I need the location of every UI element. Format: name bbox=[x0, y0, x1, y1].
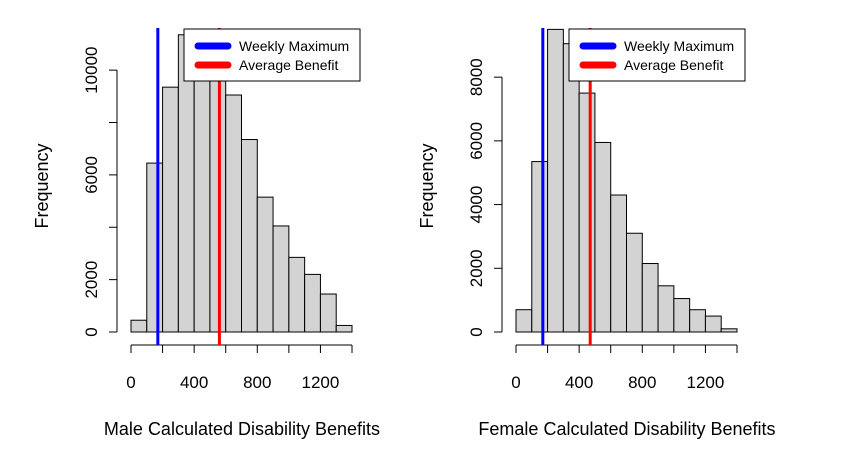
histogram-bar bbox=[641, 263, 659, 333]
x-axis-title: Female Calculated Disability Benefits bbox=[478, 419, 775, 439]
legend: Weekly Maximum Average Benefit bbox=[183, 28, 361, 82]
y-axis-title: Frequency bbox=[32, 143, 52, 228]
y-tick-label: 10000 bbox=[82, 46, 101, 93]
histogram-bar bbox=[657, 285, 675, 333]
male-histogram-panel: 0 400 800 1200 0 2000 6000 10000 Male Calculated… bbox=[32, 28, 380, 439]
y-tick-label: 2000 bbox=[467, 249, 486, 287]
histogram-bar bbox=[241, 139, 258, 333]
x-tick-label: 800 bbox=[243, 373, 271, 392]
histogram-bar bbox=[531, 161, 549, 333]
histogram-bar bbox=[256, 196, 274, 333]
histogram-bar bbox=[130, 319, 148, 333]
histogram-bar bbox=[304, 273, 321, 333]
female-histogram-panel: 0 400 800 1200 0 2000 4000 6000 8000 Female Calcu… bbox=[417, 28, 776, 439]
histogram-bar bbox=[626, 232, 643, 333]
x-tick-label: 800 bbox=[628, 373, 656, 392]
histogram-bar bbox=[515, 309, 533, 333]
histogram-bar bbox=[209, 49, 227, 333]
histogram-bar bbox=[578, 92, 596, 333]
histogram-bar bbox=[547, 28, 564, 333]
x-tick-label: 0 bbox=[511, 373, 520, 392]
legend-label: Average Benefit bbox=[239, 57, 338, 73]
y-tick-label: 8000 bbox=[467, 58, 486, 96]
histogram-bar bbox=[562, 43, 580, 333]
histogram-bar bbox=[225, 94, 242, 333]
histogram-bar bbox=[288, 256, 306, 333]
histogram-bar bbox=[146, 162, 164, 333]
y-tick-label: 6000 bbox=[82, 156, 101, 194]
x-tick-label: 0 bbox=[126, 373, 135, 392]
histogram-bar bbox=[594, 141, 612, 333]
legend: Weekly Maximum Average Benefit bbox=[568, 28, 746, 82]
y-tick-label: 0 bbox=[82, 327, 101, 336]
histogram-bar bbox=[704, 315, 722, 333]
histogram-bar bbox=[610, 194, 628, 333]
x-axis-title: Male Calculated Disability Benefits bbox=[104, 419, 380, 439]
legend-box bbox=[568, 28, 746, 82]
histogram-bar bbox=[193, 36, 211, 333]
x-tick-label: 400 bbox=[565, 373, 593, 392]
y-tick-label: 4000 bbox=[467, 186, 486, 224]
histogram-bar bbox=[319, 293, 337, 333]
histogram-bar bbox=[673, 298, 691, 333]
histogram-bar bbox=[162, 86, 179, 333]
y-tick-label: 0 bbox=[467, 327, 486, 336]
x-tick-label: 400 bbox=[180, 373, 208, 392]
legend-label: Average Benefit bbox=[624, 57, 723, 73]
legend-label: Weekly Maximum bbox=[239, 38, 349, 54]
y-axis-title: Frequency bbox=[417, 143, 437, 228]
x-tick-label: 1200 bbox=[687, 373, 725, 392]
legend-box bbox=[183, 28, 361, 82]
x-tick-label: 1200 bbox=[302, 373, 340, 392]
histogram-bar bbox=[335, 324, 353, 333]
histogram-bar bbox=[272, 225, 290, 333]
histogram-bar bbox=[689, 309, 706, 333]
histogram-bar bbox=[720, 328, 738, 333]
y-tick-label: 6000 bbox=[467, 122, 486, 160]
y-tick-label: 2000 bbox=[82, 261, 101, 299]
legend-label: Weekly Maximum bbox=[624, 38, 734, 54]
